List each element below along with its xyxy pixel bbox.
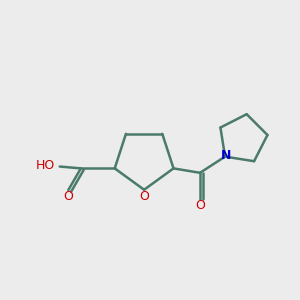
Text: O: O bbox=[63, 190, 73, 203]
Text: O: O bbox=[139, 190, 149, 203]
Text: N: N bbox=[220, 149, 231, 162]
Text: HO: HO bbox=[36, 159, 55, 172]
Text: O: O bbox=[195, 199, 205, 212]
